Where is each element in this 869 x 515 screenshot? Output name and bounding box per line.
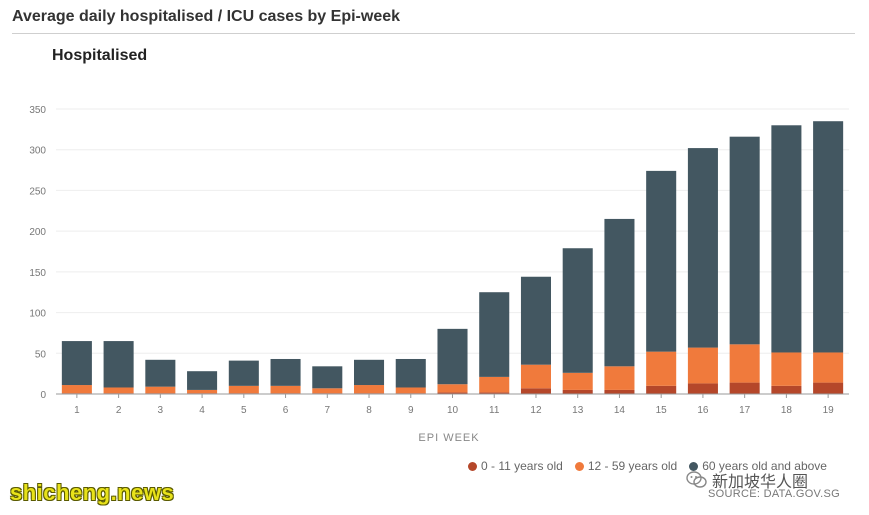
x-tick-label: 13 bbox=[572, 405, 584, 416]
legend: 0 - 11 years old 12 - 59 years old 60 year… bbox=[468, 459, 827, 473]
x-tick-label: 8 bbox=[366, 405, 372, 416]
wechat-icon bbox=[686, 471, 707, 488]
bar-segment-age-12-59[interactable] bbox=[437, 384, 468, 393]
bar-segment-age-60-plus[interactable] bbox=[729, 136, 760, 345]
bar-segment-age-0-11[interactable] bbox=[562, 389, 593, 394]
bars bbox=[61, 121, 844, 394]
bar-segment-age-12-59[interactable] bbox=[187, 389, 218, 394]
bar-segment-age-12-59[interactable] bbox=[312, 388, 343, 394]
bar-segment-age-60-plus[interactable] bbox=[604, 218, 635, 367]
bar-segment-age-12-59[interactable] bbox=[687, 347, 718, 384]
bar-segment-age-60-plus[interactable] bbox=[312, 366, 343, 389]
bar-segment-age-60-plus[interactable] bbox=[270, 358, 301, 386]
x-tick-label: 16 bbox=[697, 405, 709, 416]
x-tick-label: 6 bbox=[283, 405, 289, 416]
bar-segment-age-0-11[interactable] bbox=[479, 392, 510, 394]
bar-segment-age-0-11[interactable] bbox=[437, 392, 468, 394]
x-tick-label: 15 bbox=[656, 405, 668, 416]
x-tick-label: 19 bbox=[823, 405, 835, 416]
bar-segment-age-60-plus[interactable] bbox=[687, 148, 718, 348]
legend-label: 12 - 59 years old bbox=[587, 459, 678, 473]
x-tick-label: 2 bbox=[116, 405, 122, 416]
y-tick-label: 200 bbox=[29, 227, 46, 238]
legend-item[interactable]: 0 - 11 years old bbox=[468, 459, 563, 473]
bar-segment-age-12-59[interactable] bbox=[813, 352, 844, 383]
x-tick-label: 18 bbox=[781, 405, 793, 416]
bar-segment-age-0-11[interactable] bbox=[687, 383, 718, 394]
title-divider bbox=[12, 33, 855, 34]
legend-swatch bbox=[689, 461, 699, 471]
bar-segment-age-0-11[interactable] bbox=[729, 382, 760, 394]
bar-segment-age-60-plus[interactable] bbox=[61, 341, 92, 386]
x-tick-label: 3 bbox=[158, 405, 164, 416]
source-note: SOURCE: DATA.GOV.SG bbox=[708, 488, 841, 500]
bar-segment-age-12-59[interactable] bbox=[604, 366, 635, 390]
bar-segment-age-60-plus[interactable] bbox=[520, 276, 551, 365]
x-tick-label: 1 bbox=[74, 405, 80, 416]
x-tick-label: 10 bbox=[447, 405, 459, 416]
x-axis-label: EPI WEEK bbox=[418, 432, 479, 444]
y-tick-label: 50 bbox=[35, 349, 47, 360]
bar-segment-age-60-plus[interactable] bbox=[228, 360, 259, 386]
bar-segment-age-60-plus[interactable] bbox=[187, 371, 218, 390]
x-tick-label: 9 bbox=[408, 405, 414, 416]
bar-segment-age-0-11[interactable] bbox=[771, 385, 802, 394]
bar-segment-age-12-59[interactable] bbox=[103, 387, 134, 394]
bar-segment-age-0-11[interactable] bbox=[646, 385, 677, 394]
legend-swatch bbox=[468, 461, 477, 471]
bar-segment-age-60-plus[interactable] bbox=[395, 358, 426, 388]
bar-segment-age-60-plus[interactable] bbox=[145, 359, 176, 387]
bar-segment-age-60-plus[interactable] bbox=[354, 359, 385, 386]
bar-segment-age-60-plus[interactable] bbox=[437, 328, 468, 385]
bar-segment-age-60-plus[interactable] bbox=[103, 341, 134, 388]
legend-label: 60 years old and above bbox=[702, 459, 827, 473]
y-tick-label: 100 bbox=[29, 309, 46, 320]
bar-segment-age-60-plus[interactable] bbox=[646, 170, 677, 352]
bar-segment-age-12-59[interactable] bbox=[61, 385, 92, 394]
bar-segment-age-12-59[interactable] bbox=[228, 385, 259, 394]
legend-item[interactable]: 12 - 59 years old bbox=[574, 459, 678, 473]
bar-segment-age-12-59[interactable] bbox=[270, 385, 301, 394]
y-tick-label: 0 bbox=[40, 390, 46, 401]
bar-segment-age-0-11[interactable] bbox=[520, 388, 551, 394]
x-tick-label: 11 bbox=[489, 405, 500, 416]
wechat-watermark: 新加坡华人圈 bbox=[686, 468, 808, 492]
bar-segment-age-12-59[interactable] bbox=[562, 372, 593, 390]
x-tick-label: 14 bbox=[614, 405, 626, 416]
y-tick-label: 300 bbox=[29, 146, 46, 157]
bar-segment-age-0-11[interactable] bbox=[604, 389, 635, 394]
y-tick-label: 350 bbox=[29, 105, 46, 116]
bar-segment-age-0-11[interactable] bbox=[813, 382, 844, 394]
bar-segment-age-12-59[interactable] bbox=[395, 387, 426, 394]
bar-segment-age-12-59[interactable] bbox=[354, 385, 385, 394]
bar-segment-age-60-plus[interactable] bbox=[562, 248, 593, 373]
bar-segment-age-12-59[interactable] bbox=[145, 386, 176, 394]
bar-segment-age-12-59[interactable] bbox=[771, 352, 802, 386]
legend-label: 0 - 11 years old bbox=[481, 459, 563, 473]
wechat-account-name: 新加坡华人圈 bbox=[712, 474, 809, 491]
x-tick-label: 7 bbox=[325, 405, 331, 416]
y-tick-label: 250 bbox=[29, 186, 46, 197]
bar-segment-age-12-59[interactable] bbox=[479, 376, 510, 393]
watermark-text: shicheng.news bbox=[10, 480, 175, 505]
chart-title: Hospitalised bbox=[52, 47, 148, 64]
bar-segment-age-12-59[interactable] bbox=[520, 364, 551, 389]
legend-item[interactable]: 60 years old and above bbox=[689, 459, 827, 473]
bar-segment-age-12-59[interactable] bbox=[729, 344, 760, 383]
x-tick-label: 12 bbox=[530, 405, 542, 416]
bar-segment-age-12-59[interactable] bbox=[646, 351, 677, 386]
x-tick-label: 5 bbox=[241, 405, 247, 416]
page-title: Average daily hospitalised / ICU cases b… bbox=[12, 8, 401, 25]
y-tick-label: 150 bbox=[29, 268, 46, 279]
bar-segment-age-60-plus[interactable] bbox=[479, 292, 510, 377]
legend-swatch bbox=[574, 461, 584, 471]
x-tick-label: 4 bbox=[199, 405, 205, 416]
bar-segment-age-60-plus[interactable] bbox=[813, 121, 844, 353]
bar-segment-age-60-plus[interactable] bbox=[771, 125, 802, 353]
x-tick-label: 17 bbox=[739, 405, 751, 416]
